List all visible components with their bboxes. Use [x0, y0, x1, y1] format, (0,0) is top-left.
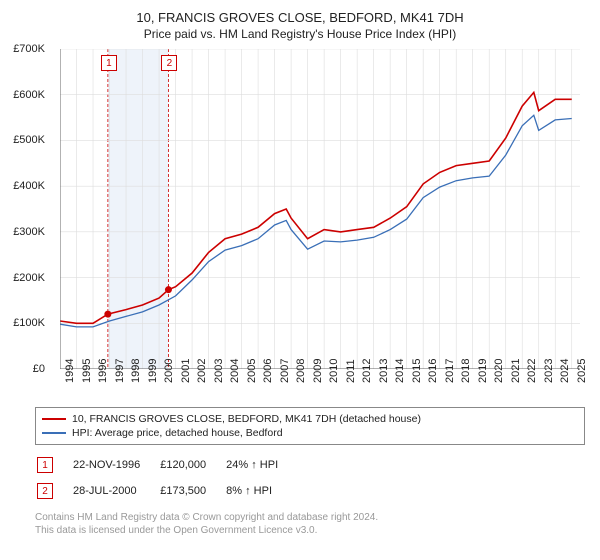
x-tick-label: 2019 — [477, 359, 489, 383]
transaction-row: 2 28-JUL-2000 £173,500 8% ↑ HPI — [37, 479, 296, 503]
chart-page: { "title_line1": "10, FRANCIS GROVES CLO… — [0, 0, 600, 560]
y-tick-label: £700K — [13, 43, 45, 55]
x-tick-label: 1995 — [81, 359, 93, 383]
x-tick-label: 1996 — [97, 359, 109, 383]
y-tick-label: £600K — [13, 89, 45, 101]
transaction-table: 1 22-NOV-1996 £120,000 24% ↑ HPI2 28-JUL… — [35, 451, 298, 505]
x-tick-label: 2017 — [444, 359, 456, 383]
x-tick-label: 2002 — [196, 359, 208, 383]
x-tick-label: 2004 — [229, 359, 241, 383]
footer-block: Contains HM Land Registry data © Crown c… — [35, 511, 565, 537]
transaction-row: 1 22-NOV-1996 £120,000 24% ↑ HPI — [37, 453, 296, 477]
y-tick-label: £100K — [13, 317, 45, 329]
x-tick-label: 2025 — [576, 359, 588, 383]
line-chart-svg — [60, 49, 580, 369]
chart-marker-1: 1 — [101, 55, 117, 71]
legend-label: HPI: Average price, detached house, Bedf… — [72, 427, 283, 439]
x-tick-label: 2005 — [246, 359, 258, 383]
txn-delta: 8% ↑ HPI — [226, 479, 296, 503]
chart-area: £0£100K£200K£300K£400K£500K£600K£700K199… — [15, 49, 585, 399]
x-tick-label: 2010 — [328, 359, 340, 383]
legend-swatch — [42, 418, 66, 420]
x-tick-label: 2015 — [411, 359, 423, 383]
txn-price: £120,000 — [160, 453, 224, 477]
x-tick-label: 1997 — [114, 359, 126, 383]
legend-box: 10, FRANCIS GROVES CLOSE, BEDFORD, MK41 … — [35, 407, 585, 445]
txn-date: 22-NOV-1996 — [73, 453, 158, 477]
txn-marker-icon: 2 — [37, 483, 53, 499]
x-tick-label: 2021 — [510, 359, 522, 383]
legend-item: HPI: Average price, detached house, Bedf… — [42, 426, 578, 440]
x-tick-label: 2009 — [312, 359, 324, 383]
x-tick-label: 2003 — [213, 359, 225, 383]
footer-line-1: Contains HM Land Registry data © Crown c… — [35, 511, 565, 524]
footer-line-2: This data is licensed under the Open Gov… — [35, 524, 565, 537]
x-tick-label: 2024 — [559, 359, 571, 383]
y-tick-label: £200K — [13, 272, 45, 284]
txn-marker-icon: 1 — [37, 457, 53, 473]
txn-price: £173,500 — [160, 479, 224, 503]
x-tick-label: 2022 — [526, 359, 538, 383]
y-tick-label: £0 — [33, 363, 45, 375]
x-tick-label: 2008 — [295, 359, 307, 383]
legend-label: 10, FRANCIS GROVES CLOSE, BEDFORD, MK41 … — [72, 413, 421, 425]
x-tick-label: 2016 — [427, 359, 439, 383]
x-tick-label: 2014 — [394, 359, 406, 383]
txn-date: 28-JUL-2000 — [73, 479, 158, 503]
x-tick-label: 2001 — [180, 359, 192, 383]
chart-marker-2: 2 — [161, 55, 177, 71]
title-block: 10, FRANCIS GROVES CLOSE, BEDFORD, MK41 … — [0, 0, 600, 49]
x-tick-label: 2013 — [378, 359, 390, 383]
title-line-2: Price paid vs. HM Land Registry's House … — [0, 27, 600, 49]
x-tick-label: 1998 — [130, 359, 142, 383]
legend-item: 10, FRANCIS GROVES CLOSE, BEDFORD, MK41 … — [42, 412, 578, 426]
x-tick-label: 2011 — [345, 359, 357, 383]
x-tick-label: 1999 — [147, 359, 159, 383]
x-tick-label: 1994 — [64, 359, 76, 383]
x-tick-label: 2020 — [493, 359, 505, 383]
title-line-1: 10, FRANCIS GROVES CLOSE, BEDFORD, MK41 … — [0, 10, 600, 27]
legend-swatch — [42, 432, 66, 434]
x-tick-label: 2018 — [460, 359, 472, 383]
y-tick-label: £300K — [13, 226, 45, 238]
x-tick-label: 2000 — [163, 359, 175, 383]
y-tick-label: £400K — [13, 180, 45, 192]
x-tick-label: 2006 — [262, 359, 274, 383]
y-tick-label: £500K — [13, 134, 45, 146]
txn-delta: 24% ↑ HPI — [226, 453, 296, 477]
x-tick-label: 2007 — [279, 359, 291, 383]
x-tick-label: 2012 — [361, 359, 373, 383]
x-tick-label: 2023 — [543, 359, 555, 383]
